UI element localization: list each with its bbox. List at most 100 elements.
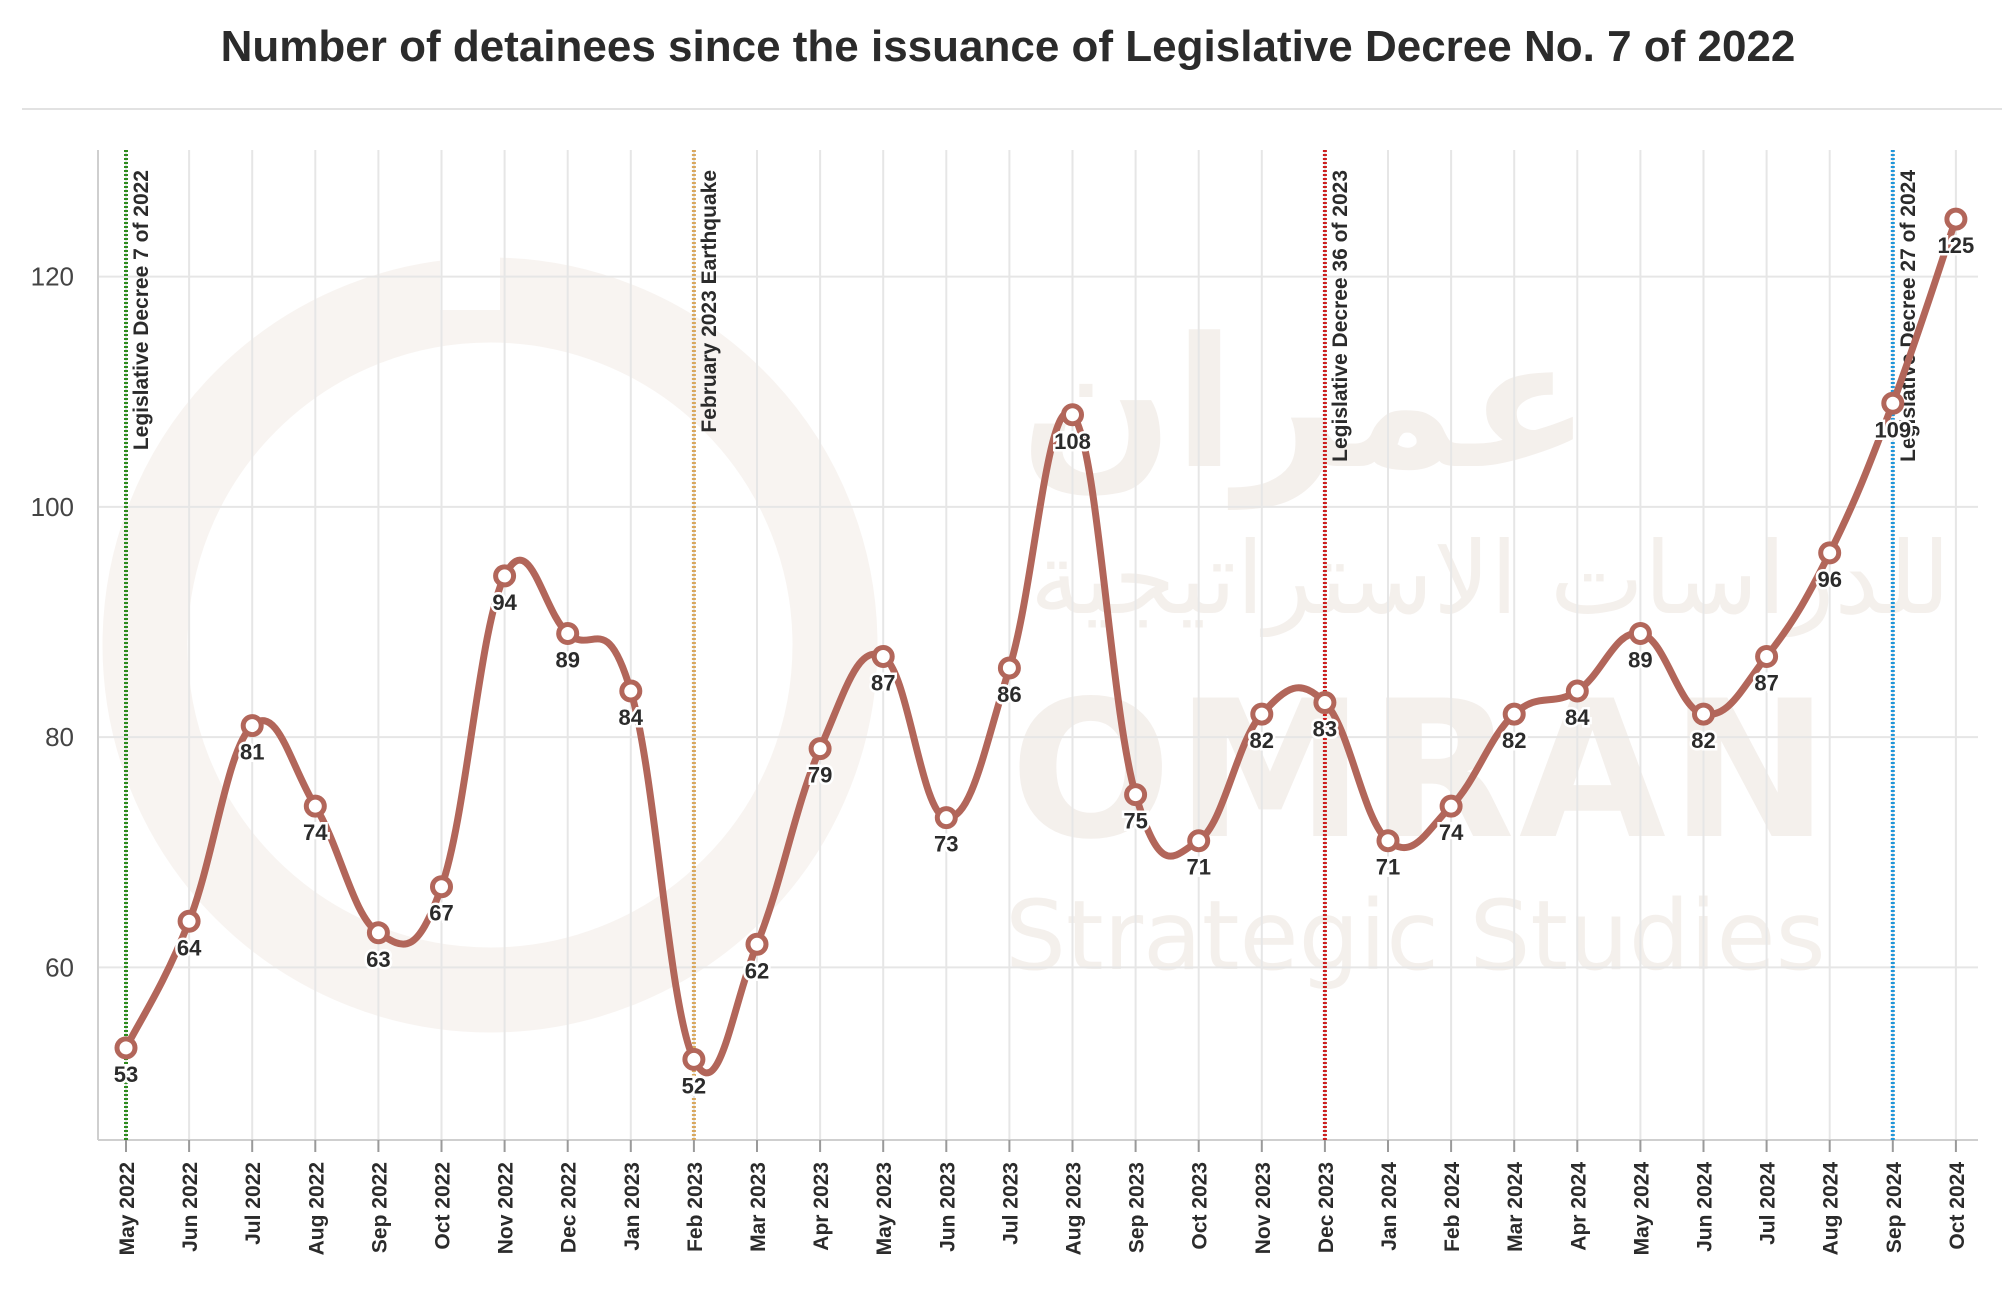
x-tick-label: Jul 2022 [242,1162,265,1245]
data-point [997,656,1021,680]
chart-axes [97,150,1978,1152]
data-point [493,564,517,588]
data-label: 81 [240,740,264,765]
data-point [808,737,832,761]
data-label: 53 [114,1062,138,1087]
x-tick-labels: May 2022 Jun 2022 Jul 2022 Aug 2022 Sep 2022… [116,1162,1969,1256]
annotation-label: February 2023 Earthquake [698,170,721,433]
x-tick-label: Aug 2023 [1063,1162,1086,1255]
data-point [1187,829,1211,853]
chart-annotations: Legislative Decree 7 of 2022 February 202… [124,150,1920,1140]
data-label: 71 [1376,855,1400,880]
title-divider [22,108,2002,110]
watermark-ring [102,257,878,1033]
watermark-subtitle: Strategic Studies [1005,880,1826,992]
data-point [1944,207,1968,231]
x-tick-label: Jan 2024 [1378,1162,1401,1251]
x-tick-label: Jun 2023 [936,1162,959,1252]
x-tick-label: Sep 2022 [368,1162,391,1253]
data-point [177,909,201,933]
x-tick-label: Feb 2024 [1441,1162,1464,1252]
x-tick-label: Apr 2024 [1567,1162,1590,1251]
x-tick-label: Aug 2024 [1820,1162,1843,1256]
x-tick-label: Sep 2024 [1883,1162,1906,1253]
data-point [1881,391,1905,415]
data-label: 62 [745,958,769,983]
data-point [1565,679,1589,703]
data-point [1376,829,1400,853]
data-label: 71 [1186,855,1210,880]
data-label: 109 [1874,417,1911,442]
data-label: 73 [934,832,958,857]
data-point [745,932,769,956]
data-point [1439,794,1463,818]
x-tick-label: Feb 2023 [684,1162,707,1252]
x-tick-label: Dec 2022 [558,1162,581,1253]
data-points [114,207,1968,1071]
data-label: 96 [1817,567,1841,592]
x-tick-label: Jul 2024 [1757,1162,1780,1245]
x-tick-label: Jul 2023 [999,1162,1022,1245]
data-point [1124,783,1148,807]
data-point [556,621,580,645]
x-tick-label: Oct 2024 [1946,1162,1969,1250]
data-point [1061,403,1084,427]
x-tick-label: Jun 2022 [179,1162,202,1252]
x-tick-label: Dec 2023 [1315,1162,1338,1253]
data-label: 82 [1250,728,1274,753]
x-tick-label: Sep 2023 [1126,1162,1149,1253]
y-tick-label: 60 [45,952,74,982]
watermark-ring-logo [102,250,878,1033]
data-point [1628,621,1652,645]
data-label: 64 [177,935,202,960]
watermark-ring-gap [440,250,500,310]
x-tick-label: Jan 2023 [621,1162,644,1251]
data-point [682,1047,706,1071]
x-tick-label: Mar 2024 [1504,1162,1527,1252]
data-label: 84 [1565,705,1590,730]
data-label: 74 [1439,820,1464,845]
data-label: 82 [1502,728,1526,753]
data-label: 75 [1123,809,1147,834]
data-label: 63 [366,947,390,972]
data-label: 52 [682,1073,706,1098]
data-label: 87 [871,671,895,696]
annotation-label: Legislative Decree 7 of 2022 [130,170,153,450]
data-point [934,806,958,830]
data-point [430,875,453,899]
x-tick-label: Jun 2024 [1694,1162,1717,1252]
y-tick-label: 120 [31,262,74,292]
data-point [1818,541,1842,565]
data-label: 94 [492,590,517,615]
data-point [240,714,264,738]
y-tick-labels: 60 80 100 120 [31,262,74,983]
data-label: 79 [808,763,832,788]
data-point [1250,702,1274,726]
x-tick-label: May 2023 [873,1162,896,1255]
data-point [1692,702,1715,726]
data-label: 125 [1938,233,1975,258]
data-label: 67 [429,901,453,926]
data-point [1502,702,1526,726]
x-tick-label: Oct 2023 [1189,1162,1212,1250]
data-point [619,679,643,703]
data-label: 89 [555,647,579,672]
data-label: 108 [1054,429,1091,454]
y-tick-label: 100 [31,492,74,522]
data-label: 84 [619,705,644,730]
data-point [1313,691,1337,715]
x-tick-label: Aug 2022 [305,1162,328,1255]
data-label: 74 [303,820,328,845]
x-tick-label: Apr 2023 [810,1162,833,1251]
data-label: 87 [1754,671,1778,696]
data-labels: 53 64 81 74 63 67 94 89 84 52 62 79 87 73 86 108 75 71 82 8… [111,231,1977,1101]
data-label: 89 [1628,647,1652,672]
watermark-arabic-brand: عمران [1020,300,1591,509]
data-point [114,1036,138,1060]
x-tick-label: Nov 2023 [1252,1162,1275,1254]
x-tick-label: Oct 2022 [432,1162,455,1250]
chart-title: Number of detainees since the issuance o… [220,22,1796,71]
data-label: 86 [997,682,1021,707]
data-label: 83 [1313,717,1337,742]
